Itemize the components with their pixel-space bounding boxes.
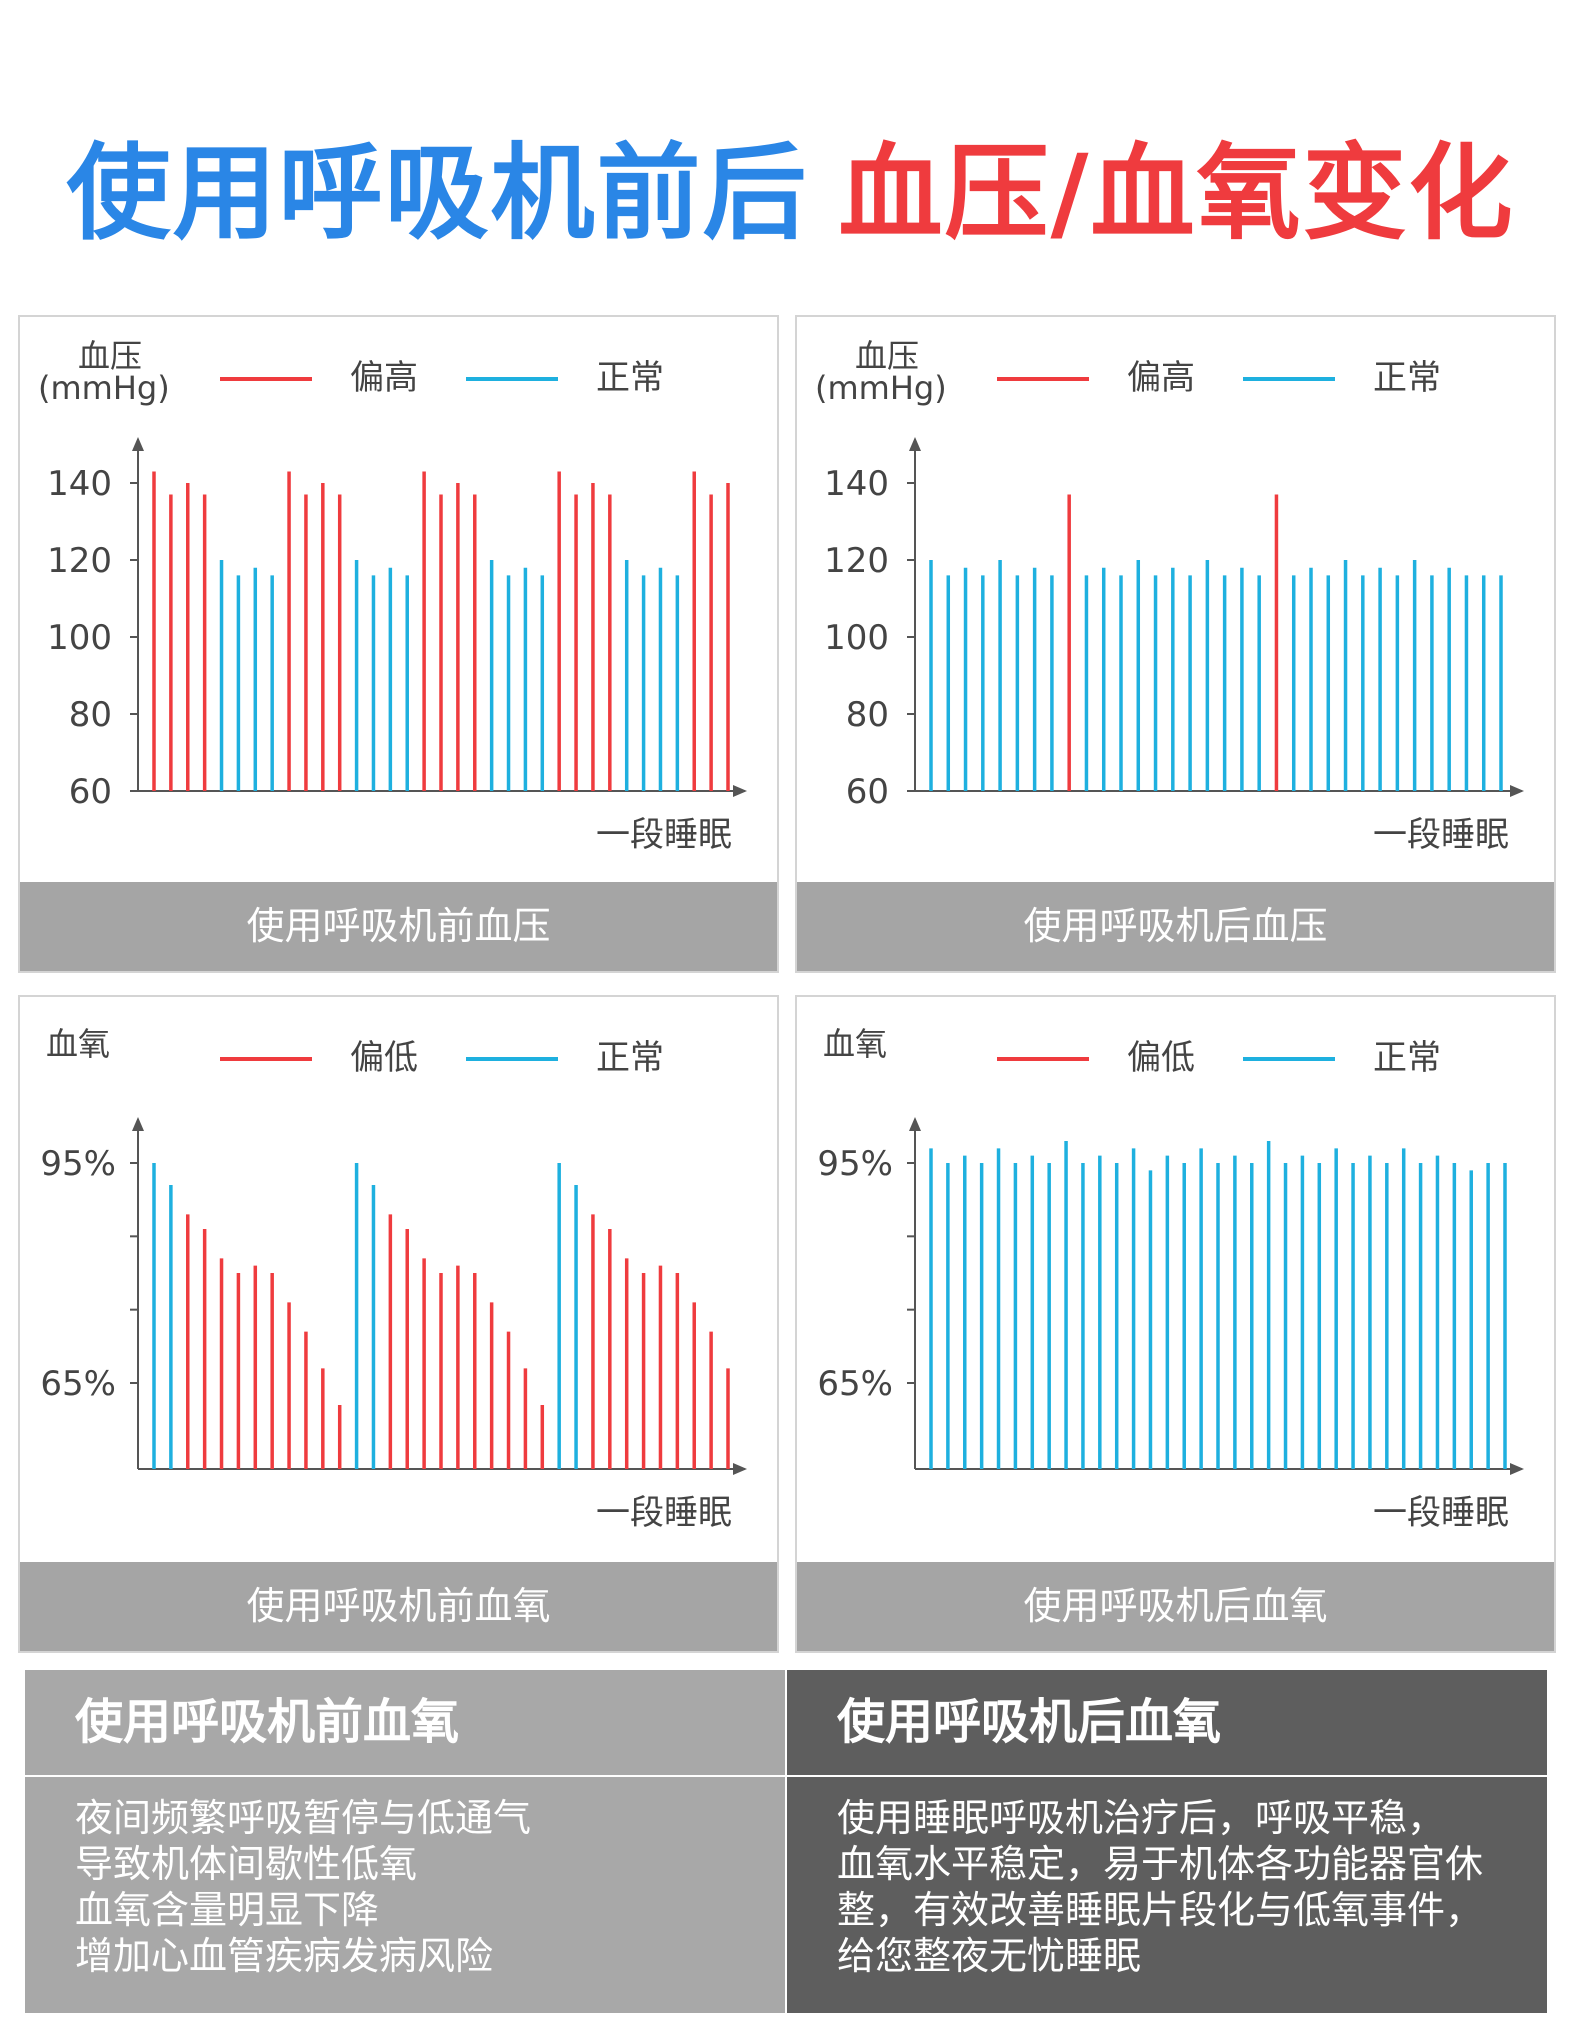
- y-tick-label: 140: [47, 464, 112, 504]
- y-axis-unit: (mmHg): [815, 369, 947, 407]
- y-tick-label: 60: [69, 772, 112, 812]
- y-tick-label: 100: [47, 618, 112, 658]
- legend-label: 正常: [596, 358, 664, 398]
- comparison-line: 夜间频繁呼吸暂停与低通气: [75, 1796, 532, 1840]
- y-tick-label: 140: [824, 464, 889, 504]
- legend-label: 偏高: [1127, 358, 1195, 398]
- legend-label: 正常: [1373, 1038, 1441, 1078]
- chart-panel-bp-before: 血压 (mmHg) 偏高 正常一段睡眠 140 120 100 80 60 使用呼吸机前血压: [18, 315, 779, 973]
- legend-label: 正常: [596, 1038, 664, 1078]
- comparison-line: 给您整夜无忧睡眠: [837, 1934, 1142, 1978]
- y-tick-label: 120: [47, 541, 112, 581]
- comparison-line: 整，有效改善睡眠片段化与低氧事件，: [837, 1888, 1484, 1932]
- y-axis-label: 血氧: [46, 1025, 110, 1063]
- chart-caption: 使用呼吸机前血压: [20, 882, 777, 971]
- y-axis-arrow: [132, 437, 144, 451]
- comparison-after-text: 使用睡眠呼吸机治疗后，呼吸平稳， 血氧水平稳定，易于机体各功能器官休 整，有效改…: [787, 1777, 1547, 2013]
- x-axis-arrow: [733, 785, 747, 797]
- x-axis-arrow: [1510, 1463, 1524, 1475]
- comparison-before-text: 夜间频繁呼吸暂停与低通气 导致机体间歇性低氧 血氧含量明显下降 增加心血管疾病发…: [25, 1777, 785, 2013]
- comparison-line: 导致机体间歇性低氧: [75, 1842, 418, 1886]
- y-axis-arrow: [909, 1117, 921, 1131]
- page-title: 使用呼吸机前后 血压/血氧变化: [0, 108, 1581, 259]
- chart-caption: 使用呼吸机后血压: [797, 882, 1554, 971]
- x-axis-label: 一段睡眠: [596, 815, 732, 855]
- x-axis-label: 一段睡眠: [1373, 815, 1509, 855]
- x-axis-label: 一段睡眠: [1373, 1493, 1509, 1533]
- comparison-line: 使用睡眠呼吸机治疗后，呼吸平稳，: [837, 1796, 1446, 1840]
- legend-label: 偏高: [350, 358, 418, 398]
- x-axis-arrow: [1510, 785, 1524, 797]
- y-tick-label: 80: [69, 695, 112, 735]
- comparison-line: 血氧含量明显下降: [75, 1888, 380, 1932]
- legend-label: 正常: [1373, 358, 1441, 398]
- legend-label: 偏低: [350, 1038, 418, 1078]
- y-axis-label: 血氧: [823, 1025, 887, 1063]
- x-axis-label: 一段睡眠: [596, 1493, 732, 1533]
- title-part-blue: 使用呼吸机前后: [66, 132, 809, 254]
- comparison-line: 增加心血管疾病发病风险: [75, 1934, 494, 1978]
- title-part-red: 血压/血氧变化: [838, 132, 1515, 254]
- y-axis-label: 血压: [855, 337, 919, 375]
- y-tick-label: 120: [824, 541, 889, 581]
- y-tick-label: 80: [846, 695, 889, 735]
- y-tick-label: 60: [846, 772, 889, 812]
- y-tick-label: 95%: [40, 1144, 116, 1184]
- chart-caption: 使用呼吸机后血氧: [797, 1562, 1554, 1651]
- chart-panel-spo2-after: 血氧 偏低 正常一段睡眠 95% 65% 使用呼吸机后血氧: [795, 995, 1556, 1653]
- y-tick-label: 95%: [817, 1144, 893, 1184]
- y-tick-label: 65%: [40, 1364, 116, 1404]
- y-axis-arrow: [909, 437, 921, 451]
- chart-caption: 使用呼吸机前血氧: [20, 1562, 777, 1651]
- y-tick-label: 100: [824, 618, 889, 658]
- comparison-after-title: 使用呼吸机后血氧: [787, 1670, 1547, 1775]
- y-tick-label: 65%: [817, 1364, 893, 1404]
- y-axis-label: 血压: [78, 337, 142, 375]
- chart-panel-spo2-before: 血氧 偏低 正常一段睡眠 95% 65% 使用呼吸机前血氧: [18, 995, 779, 1653]
- x-axis-arrow: [733, 1463, 747, 1475]
- legend-label: 偏低: [1127, 1038, 1195, 1078]
- comparison-before-title: 使用呼吸机前血氧: [25, 1670, 785, 1775]
- y-axis-arrow: [132, 1117, 144, 1131]
- comparison-line: 血氧水平稳定，易于机体各功能器官休: [837, 1842, 1484, 1886]
- y-axis-unit: (mmHg): [38, 369, 170, 407]
- chart-panel-bp-after: 血压 (mmHg) 偏高 正常一段睡眠 140 120 100 80 60 使用呼吸机后血压: [795, 315, 1556, 973]
